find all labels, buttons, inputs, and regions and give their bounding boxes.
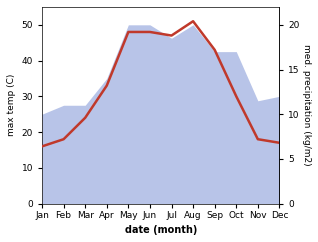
Y-axis label: max temp (C): max temp (C) xyxy=(7,74,16,136)
Y-axis label: med. precipitation (kg/m2): med. precipitation (kg/m2) xyxy=(302,45,311,166)
X-axis label: date (month): date (month) xyxy=(125,225,197,235)
